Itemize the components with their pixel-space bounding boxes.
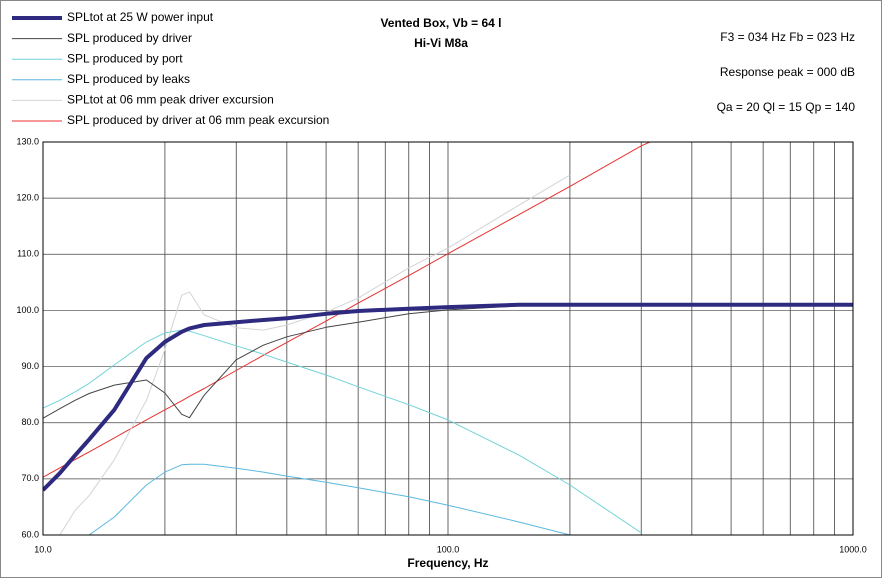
annotation: Qa = 20 Ql = 15 Qp = 140	[717, 100, 856, 114]
legend-label: SPL produced by leaks	[67, 72, 190, 86]
x-tick-label: 100.0	[437, 544, 460, 554]
x-tick-label: 10.0	[34, 544, 52, 554]
y-tick-label: 70.0	[21, 473, 39, 483]
plot-lines	[43, 142, 853, 535]
y-tick-label: 120.0	[16, 193, 39, 203]
series-line	[88, 463, 571, 535]
legend-label: SPLtot at 25 W power input	[67, 10, 214, 24]
legend-label: SPL produced by port	[67, 51, 183, 65]
y-tick-label: 130.0	[16, 136, 39, 146]
series-line	[43, 302, 853, 492]
chart-subtitle: Hi-Vi M8a	[414, 36, 468, 50]
legend-label: SPL produced by driver	[67, 31, 192, 45]
legend: SPLtot at 25 W power input SPL produced b…	[12, 10, 329, 127]
plot-border	[42, 141, 854, 536]
x-axis-label: Frequency, Hz	[407, 556, 488, 570]
y-tick-label: 80.0	[21, 417, 39, 427]
legend-label: SPLtot at 06 mm peak driver excursion	[67, 93, 274, 107]
legend-label: SPL produced by driver at 06 mm peak exc…	[67, 113, 329, 127]
series-line	[43, 142, 651, 478]
chart-title: Vented Box, Vb = 64 l	[380, 16, 501, 30]
series-line	[59, 174, 571, 535]
annotation: Response peak = 000 dB	[720, 65, 855, 79]
y-tick-label: 100.0	[16, 305, 39, 315]
y-tick-label: 90.0	[21, 361, 39, 371]
annotation: F3 = 034 Hz Fb = 023 Hz	[720, 30, 855, 44]
y-tick-label: 110.0	[17, 249, 39, 259]
series-line	[43, 329, 642, 534]
y-tick-label: 60.0	[21, 529, 39, 539]
x-tick-label: 1000.0	[839, 544, 867, 554]
